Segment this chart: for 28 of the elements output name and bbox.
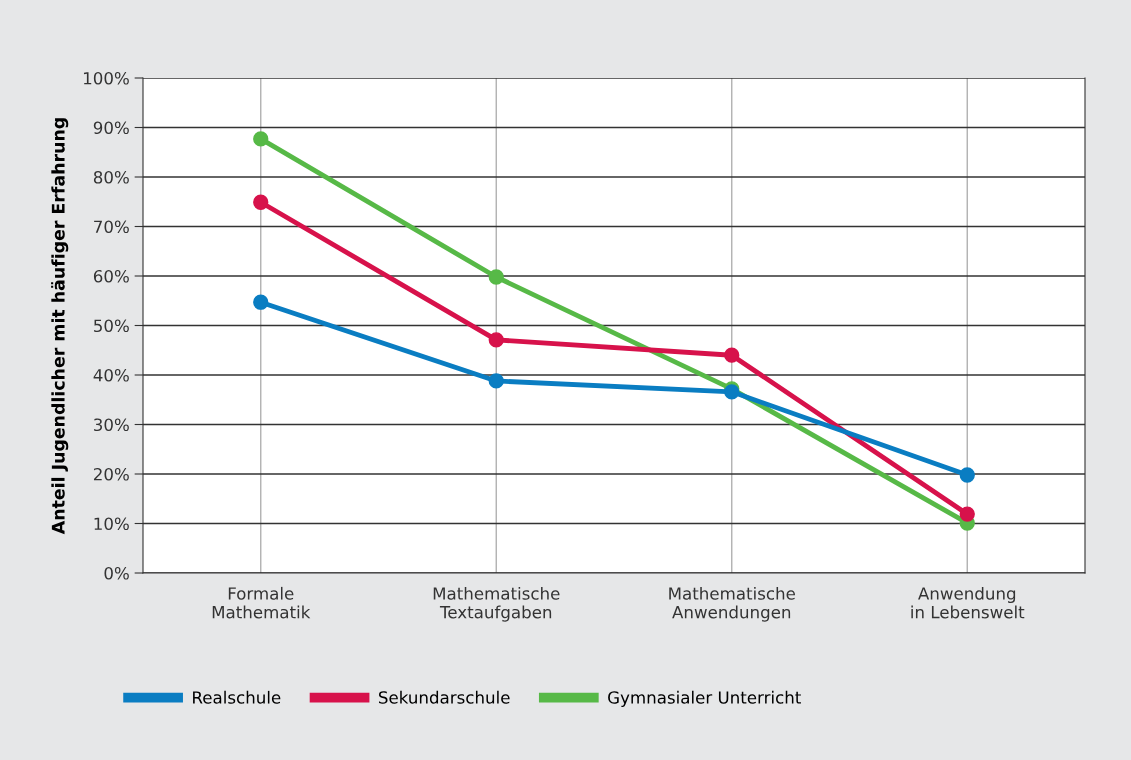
legend-label: Realschule [193, 690, 281, 704]
y-tick-label: 70% [94, 220, 129, 234]
x-tick-label: Anwendung in Lebenswelt [911, 586, 1025, 619]
x-tick-label: Formale Mathematik [212, 586, 311, 619]
y-tick-label: 10% [94, 517, 129, 531]
point [488, 269, 504, 285]
y-tick-label: 20% [93, 467, 129, 481]
y-tick-label: 60% [93, 269, 129, 283]
point [724, 347, 740, 363]
y-tick-label: 40% [93, 368, 129, 382]
point [253, 294, 269, 310]
y-tick-label: 50% [94, 319, 129, 333]
point [959, 506, 975, 522]
x-tick-label: Mathematische Anwendungen [669, 586, 795, 622]
legend-label: Gymnasialer Unterricht [608, 690, 801, 707]
y-tick-label: 100% [83, 71, 129, 85]
legend-label: Sekundarschule [378, 690, 510, 704]
point [253, 131, 269, 147]
y-tick-label: 0% [104, 566, 129, 580]
y-axis-title: Anteil Jugendlicher mit häufiger Erfahrung [51, 118, 69, 535]
point [488, 373, 504, 389]
y-tick-label: 80% [93, 170, 129, 184]
point [959, 467, 975, 483]
point [488, 332, 504, 348]
y-tick-label: 30% [94, 418, 129, 432]
x-tick-label: Mathematische Textaufgaben [433, 586, 560, 622]
point [253, 194, 269, 210]
y-tick-label: 90% [93, 121, 129, 135]
